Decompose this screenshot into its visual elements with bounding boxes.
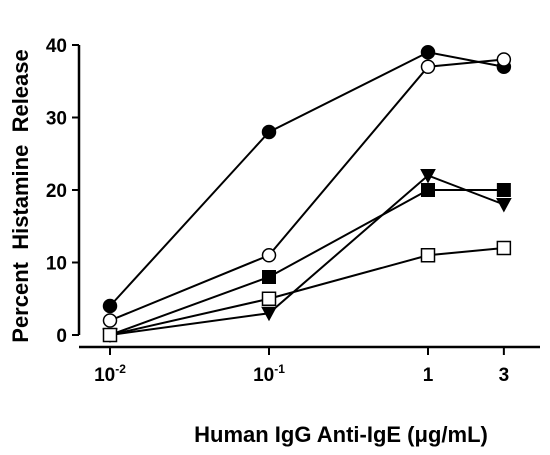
series-line-5 (109, 247, 504, 336)
point-series-4-2 (262, 270, 276, 284)
y-tick-label: 10 (46, 254, 67, 275)
y-tick-label: 20 (46, 181, 67, 202)
y-tick-label: 0 (56, 326, 67, 347)
point-series-1-3 (420, 45, 436, 60)
axes: 0 10 20 30 40 10-2 10-1 1 3 (46, 36, 540, 386)
x-axis-title: Human IgG Anti-IgE (μg/mL) (194, 422, 488, 447)
point-series-1-2 (261, 124, 277, 140)
point-series-5-4 (496, 240, 512, 256)
point-series-4-3 (421, 183, 435, 197)
point-series-1-1 (102, 298, 118, 314)
point-series-5-2 (261, 291, 277, 306)
series-markers (102, 45, 512, 344)
x-tick-label: 10-2 (94, 362, 126, 386)
y-tick-label: 40 (46, 36, 67, 57)
series-line-2 (109, 58, 504, 322)
x-tick-label: 10-1 (253, 362, 285, 386)
x-tick-label: 3 (499, 365, 510, 386)
point-series-4-4 (496, 183, 511, 197)
point-series-5-1 (102, 327, 118, 343)
point-series-2-3 (420, 59, 436, 74)
point-series-2-4 (496, 52, 512, 67)
y-axis-title: Percent Histamine Release (8, 49, 33, 342)
series-line-4 (109, 189, 504, 336)
x-tick-label: 1 (423, 365, 434, 386)
point-series-2-1 (102, 313, 118, 328)
point-series-2-2 (261, 248, 277, 263)
y-tick-label: 30 (46, 109, 67, 130)
point-series-3-3 (420, 169, 436, 184)
series-line-1 (109, 51, 505, 307)
point-series-3-2 (261, 306, 277, 322)
series-lines (109, 51, 505, 336)
point-series-3-4 (496, 198, 512, 213)
point-series-5-3 (420, 248, 436, 263)
